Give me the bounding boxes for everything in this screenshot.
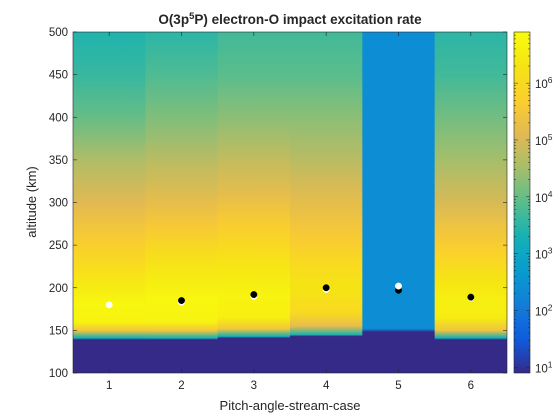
heatmap-column-3 xyxy=(217,32,291,373)
heatmap-column-4 xyxy=(290,32,363,373)
x-tick-label-4: 4 xyxy=(323,380,330,392)
peak-marker-11 xyxy=(467,293,475,301)
y-tick-label-500: 500 xyxy=(49,27,68,39)
colorbar-tick-base: 10 xyxy=(535,306,548,318)
y-tick-label-150: 150 xyxy=(49,325,68,337)
x-tick-label-6: 6 xyxy=(468,380,474,392)
heatmap-column-5 xyxy=(362,32,436,373)
peak-markers xyxy=(105,282,475,309)
y-axis-label: altitude (km) xyxy=(24,166,39,238)
y-tick-label-200: 200 xyxy=(49,283,68,295)
colorbar-tick-base: 10 xyxy=(535,363,548,375)
colorbar-tick-label-1: 101 xyxy=(535,359,553,375)
y-tick-label-100: 100 xyxy=(49,368,68,380)
x-tick-label-3: 3 xyxy=(251,380,257,392)
y-tick-label-250: 250 xyxy=(49,240,68,252)
colorbar-tick-base: 10 xyxy=(535,250,548,262)
plot-axes: 1 2 3 4 5 6 100 150 200 250 300 350 400 450 500 xyxy=(49,27,508,392)
colorbar-tick-base: 10 xyxy=(535,193,548,205)
colorbar-tick-base: 10 xyxy=(535,136,548,148)
chart-title: O(3p5P) electron-O impact excitation rat… xyxy=(158,11,422,27)
x-axis-label: Pitch-angle-stream-case xyxy=(220,398,361,413)
x-tick-label-1: 1 xyxy=(106,380,112,392)
colorbar-tick-label-4: 104 xyxy=(535,189,553,205)
colorbar-tick-exponent: 2 xyxy=(548,302,553,312)
colorbar-tick-label-3: 103 xyxy=(535,246,553,262)
x-tick-label-2: 2 xyxy=(178,380,184,392)
colorbar-tick-label-6: 106 xyxy=(535,75,553,91)
peak-marker-5 xyxy=(250,291,258,299)
heatmap xyxy=(73,32,507,373)
y-tick-label-450: 450 xyxy=(49,70,68,82)
peak-marker-9 xyxy=(395,282,402,290)
colorbar-tick-label-2: 102 xyxy=(535,302,553,318)
colorbar-tick-exponent: 6 xyxy=(548,75,553,85)
colorbar-tick-base: 10 xyxy=(535,79,548,91)
heatmap-column-6 xyxy=(434,32,507,373)
peak-marker-3 xyxy=(178,297,185,304)
peak-marker-7 xyxy=(322,284,330,292)
colorbar-tick-exponent: 1 xyxy=(548,359,553,369)
y-tick-label-350: 350 xyxy=(49,155,68,167)
colorbar-tick-exponent: 5 xyxy=(548,132,553,142)
peak-marker-1 xyxy=(105,301,113,309)
y-tick-label-400: 400 xyxy=(49,112,68,124)
y-tick-label-300: 300 xyxy=(49,198,68,210)
colorbar-tick-label-5: 105 xyxy=(535,132,553,148)
heatmap-column-1 xyxy=(73,32,146,373)
x-tick-label-5: 5 xyxy=(395,380,401,392)
colorbar-tick-exponent: 3 xyxy=(548,246,553,256)
colorbar-tick-exponent: 4 xyxy=(548,189,553,199)
heatmap-column-2 xyxy=(145,32,219,373)
